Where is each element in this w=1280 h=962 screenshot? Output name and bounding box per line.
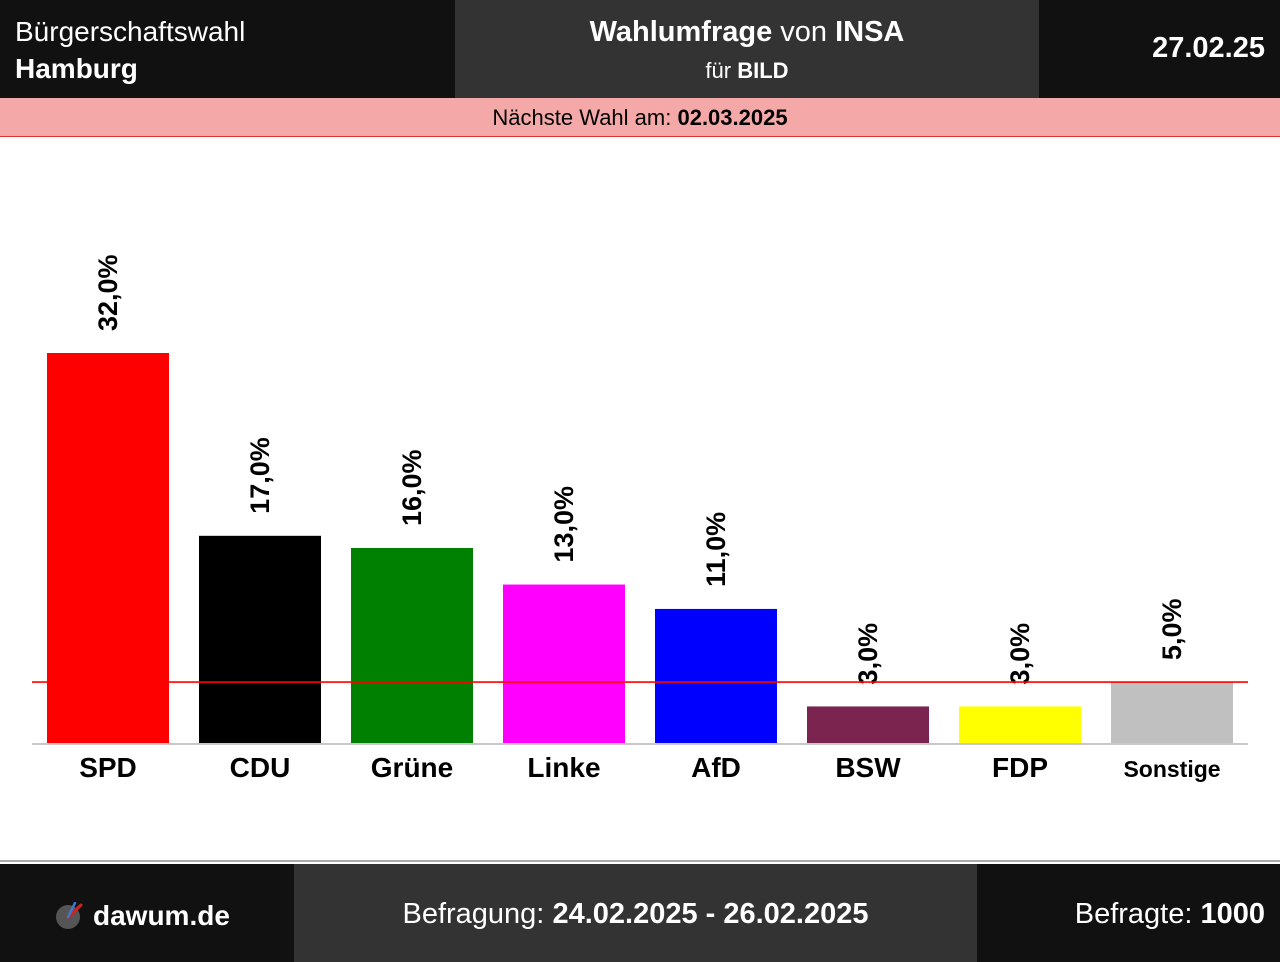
bar-sonstige xyxy=(1111,682,1233,743)
category-label-spd: SPD xyxy=(79,752,137,783)
respondents-panel: Befragte: 1000 xyxy=(977,864,1280,962)
brand-name: dawum.de xyxy=(93,900,230,931)
category-label-afd: AfD xyxy=(691,752,741,783)
period-panel: Befragung: 24.02.2025 - 26.02.2025 xyxy=(294,864,977,962)
bar-linke xyxy=(503,584,625,743)
respondents-number: 1000 xyxy=(1200,898,1265,930)
category-label-sonstige: Sonstige xyxy=(1123,756,1220,782)
publication-date: 27.02.25 xyxy=(1152,32,1265,64)
institute-name: INSA xyxy=(835,16,905,48)
client-name: BILD xyxy=(737,58,789,83)
category-label-bsw: BSW xyxy=(835,752,901,783)
survey-von: von xyxy=(780,16,828,48)
survey-label: Wahlumfrage xyxy=(589,16,773,48)
next-election-label: Nächste Wahl am: xyxy=(492,105,672,130)
value-label-bsw: 3,0% xyxy=(853,623,883,685)
bar-gruene xyxy=(351,548,473,743)
next-election-date: 02.03.2025 xyxy=(677,105,788,130)
category-label-linke: Linke xyxy=(527,752,600,783)
category-label-gruene: Grüne xyxy=(371,752,453,783)
date-panel: 27.02.25 xyxy=(1039,0,1280,98)
respondents-label: Befragte: xyxy=(1074,898,1193,930)
brand-link[interactable]: dawum.de xyxy=(55,900,230,932)
survey-panel: Wahlumfrage von INSA für BILD xyxy=(455,0,1039,98)
bar-afd xyxy=(655,608,777,743)
election-name: Bürgerschaftswahl xyxy=(15,16,246,47)
category-label-fdp: FDP xyxy=(992,752,1048,783)
brand-panel: dawum.de xyxy=(0,864,294,962)
value-label-linke: 13,0% xyxy=(549,486,579,563)
header: Bürgerschaftswahl Hamburg Wahlumfrage vo… xyxy=(0,0,1280,98)
election-region: Hamburg xyxy=(15,53,138,84)
survey-period: Befragung: 24.02.2025 - 26.02.2025 xyxy=(294,898,977,931)
value-label-fdp: 3,0% xyxy=(1005,623,1035,685)
respondents-count: Befragte: 1000 xyxy=(1075,898,1265,931)
bar-spd xyxy=(47,353,169,743)
client-prefix: für xyxy=(705,58,732,83)
survey-title: Wahlumfrage von INSA xyxy=(455,16,1039,49)
value-label-sonstige: 5,0% xyxy=(1157,599,1187,661)
period-label: Befragung: xyxy=(402,898,545,930)
value-label-spd: 32,0% xyxy=(93,254,123,331)
client-line: für BILD xyxy=(455,58,1039,84)
period-dates: 24.02.2025 - 26.02.2025 xyxy=(552,898,869,930)
value-label-gruene: 16,0% xyxy=(397,449,427,526)
dawum-logo-icon xyxy=(56,902,83,929)
election-panel: Bürgerschaftswahl Hamburg xyxy=(0,0,455,98)
value-label-cdu: 17,0% xyxy=(245,437,275,514)
poll-bar-chart: 32,0% SPD 17,0% CDU 16,0% Grüne 13,0% Linke 11,0… xyxy=(32,254,1248,783)
category-label-cdu: CDU xyxy=(230,752,291,783)
value-label-afd: 11,0% xyxy=(701,512,731,587)
footer: dawum.de Befragung: 24.02.2025 - 26.02.2… xyxy=(0,860,1280,962)
next-election-banner: Nächste Wahl am: 02.03.2025 xyxy=(0,98,1280,137)
bar-bsw xyxy=(807,706,929,743)
bar-fdp xyxy=(959,706,1081,743)
bar-cdu xyxy=(199,535,321,743)
